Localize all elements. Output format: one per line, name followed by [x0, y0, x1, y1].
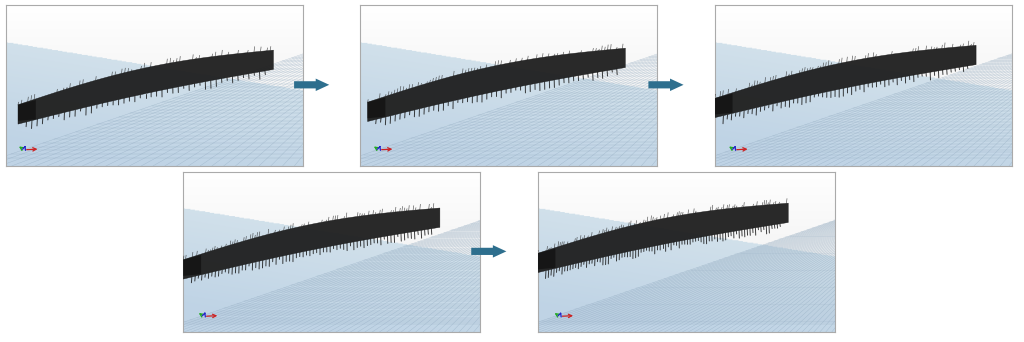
- Polygon shape: [183, 208, 440, 279]
- Polygon shape: [368, 48, 626, 121]
- Polygon shape: [368, 97, 385, 118]
- Polygon shape: [18, 50, 273, 124]
- FancyArrow shape: [471, 245, 507, 258]
- Polygon shape: [715, 45, 976, 118]
- Polygon shape: [715, 94, 732, 115]
- Polygon shape: [18, 100, 36, 121]
- Polygon shape: [538, 249, 555, 269]
- Polygon shape: [183, 255, 201, 276]
- FancyArrow shape: [294, 79, 330, 91]
- Polygon shape: [538, 203, 788, 273]
- FancyArrow shape: [648, 79, 684, 91]
